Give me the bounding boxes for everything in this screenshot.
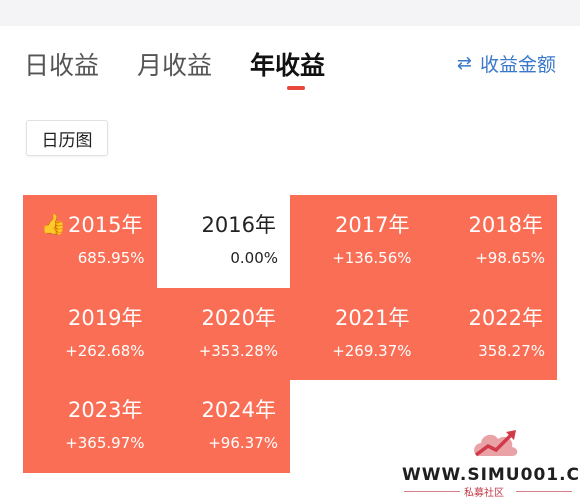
tab-yearly[interactable]: 年收益 — [250, 51, 326, 80]
year-return: +96.37% — [208, 434, 278, 453]
watermark-logo-icon — [474, 430, 518, 457]
year-cell-2019[interactable]: 2019年 +262.68% — [23, 287, 157, 381]
active-tab-indicator — [287, 86, 305, 90]
year-cell-2021[interactable]: 2021年 +269.37% — [290, 287, 424, 381]
top-strip — [0, 0, 580, 26]
year-cell-2016[interactable]: 2016年 0.00% — [156, 195, 290, 288]
yearly-returns-grid: 👍 2015年 685.95% 2016年 0.00% 2017年 +136.5… — [23, 195, 557, 474]
year-cell-2022[interactable]: 2022年 358.27% — [423, 287, 557, 381]
year-label: 2024年 — [201, 398, 276, 423]
year-return: 0.00% — [230, 249, 278, 267]
switch-amount-button[interactable]: ⇄ 收益金额 — [457, 50, 556, 77]
year-label: 2023年 — [68, 398, 143, 423]
year-label: 2018年 — [468, 213, 543, 237]
year-cell-2020[interactable]: 2020年 +353.28% — [156, 287, 290, 381]
tab-monthly[interactable]: 月收益 — [137, 51, 213, 80]
switch-amount-label: 收益金额 — [479, 54, 556, 76]
swap-arrows-icon: ⇄ — [456, 53, 472, 74]
year-label: 2021年 — [335, 305, 410, 330]
year-return: 685.95% — [77, 249, 145, 267]
year-label: 2019年 — [68, 305, 143, 330]
watermark-line-left — [404, 491, 460, 492]
tab-daily[interactable]: 日收益 — [24, 51, 100, 80]
year-cell-2018[interactable]: 2018年 +98.65% — [423, 195, 557, 288]
year-cell-2024[interactable]: 2024年 +96.37% — [156, 380, 290, 474]
watermark-line-right — [516, 491, 572, 492]
year-cell-2023[interactable]: 2023年 +365.97% — [23, 380, 157, 474]
year-return: +136.56% — [332, 249, 412, 267]
watermark-subtitle: 私募社区 — [464, 488, 504, 499]
period-tabs: 日收益 月收益 年收益 — [24, 44, 363, 84]
thumbs-up-icon: 👍 — [41, 212, 67, 236]
year-return: +262.68% — [65, 341, 145, 360]
year-return: +98.65% — [475, 249, 545, 267]
year-return: +269.37% — [332, 341, 412, 360]
year-label: 2016年 — [201, 213, 276, 237]
year-cell-2015[interactable]: 👍 2015年 685.95% — [23, 195, 157, 288]
year-label: 2015年 — [68, 213, 143, 237]
watermark: WWW.SIMU001.CN 私募社区 — [402, 422, 580, 500]
year-label: 2022年 — [468, 305, 543, 330]
year-return: +353.28% — [198, 341, 278, 360]
year-return: 358.27% — [478, 341, 545, 360]
year-return: +365.97% — [65, 434, 145, 453]
year-label: 2017年 — [335, 213, 410, 237]
year-label: 2020年 — [201, 305, 276, 330]
watermark-text: WWW.SIMU001.CN — [402, 465, 580, 485]
calendar-view-button[interactable]: 日历图 — [26, 120, 108, 156]
year-cell-2017[interactable]: 2017年 +136.56% — [290, 195, 424, 288]
